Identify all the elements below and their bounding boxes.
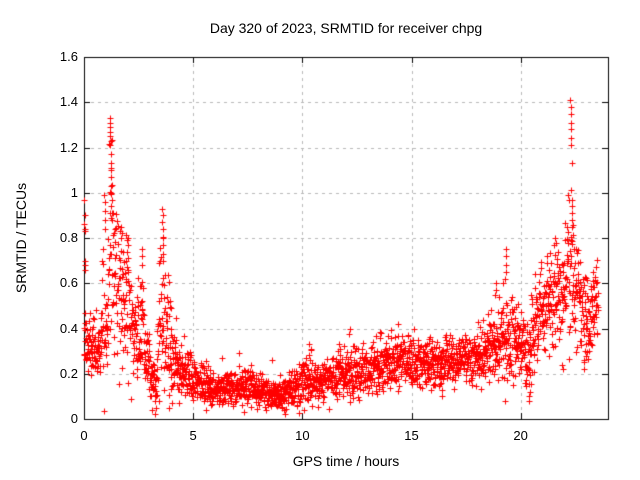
chart-title: Day 320 of 2023, SRMTID for receiver chp… xyxy=(209,20,483,36)
x-axis-label: GPS time / hours xyxy=(292,453,400,469)
y-tick-label: 0.4 xyxy=(59,320,78,336)
x-tick-label: 15 xyxy=(404,428,419,443)
y-tick-label: 1 xyxy=(70,184,78,200)
x-tick-label: 20 xyxy=(513,428,528,443)
x-tick-label: 10 xyxy=(295,428,310,443)
x-tick-label: 5 xyxy=(189,428,197,443)
y-tick-label: 1.4 xyxy=(59,94,78,110)
y-tick-label: 1.6 xyxy=(59,49,78,64)
y-tick-label: 0.8 xyxy=(59,230,78,245)
y-tick-label: 0.2 xyxy=(59,365,78,381)
y-tick-label: 1.2 xyxy=(59,139,78,155)
y-tick-label: 0.6 xyxy=(59,275,78,291)
y-tick-label: 0 xyxy=(70,411,78,426)
y-axis-label: SRMTID / TECUs xyxy=(13,182,29,294)
x-tick-label: 0 xyxy=(80,428,88,443)
